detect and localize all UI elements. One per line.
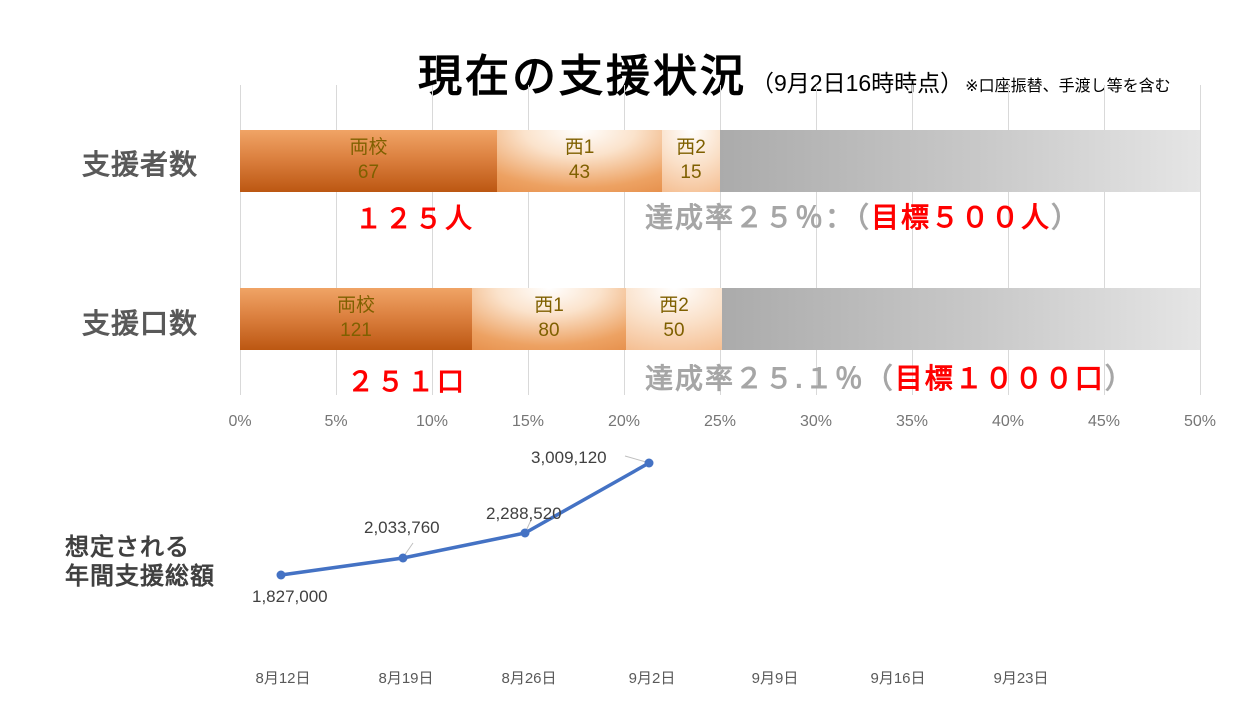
x-axis-tick: 25% (703, 413, 737, 430)
line-chart-plot (276, 455, 654, 580)
chart-title-row: 現在の支援状況 （9月2日16時時点） ※口座振替、手渡し等を含む (418, 40, 1171, 104)
bar-segment-remainder (720, 130, 1200, 192)
achievement-suffix: ） (1051, 202, 1082, 233)
gridline (432, 85, 433, 395)
x-axis-tick: 45% (1087, 413, 1121, 430)
x-axis-tick: 50% (1183, 413, 1217, 430)
line-chart-title-line1: 想定される (65, 534, 190, 561)
line-chart-title-line2: 年間支援総額 (65, 562, 215, 590)
segment-value: 50 (663, 320, 685, 341)
bar-segment-ryoko: 両校 67 (240, 130, 497, 192)
date-axis-tick: 9月16日 (870, 670, 926, 687)
achievement-supporters: 達成率２５％：（目標５００人） (645, 196, 1081, 236)
data-label: 2,288,520 (486, 504, 562, 523)
gridline (720, 85, 721, 395)
segment-name: 西2 (676, 137, 706, 159)
total-supporters: １２５人 (355, 204, 475, 234)
date-axis-tick: 8月12日 (255, 670, 311, 687)
bar-units: 両校 121 西1 80 西2 50 (240, 288, 1200, 350)
segment-value: 80 (538, 320, 560, 341)
gridline (624, 85, 625, 395)
segment-value: 15 (680, 162, 702, 183)
total-units: ２５１口 (347, 367, 467, 397)
title-note: ※口座振替、手渡し等を含む (965, 78, 1171, 95)
segment-name: 西1 (534, 295, 564, 317)
date-axis-tick: 8月26日 (501, 670, 557, 687)
segment-name: 両校 (336, 295, 375, 317)
x-axis-tick: 10% (415, 413, 449, 430)
achievement-suffix: ） (1104, 363, 1135, 394)
date-axis-tick: 8月19日 (378, 670, 434, 687)
label-leader-line (624, 455, 647, 463)
achievement-prefix: 達成率２５.１％（ (645, 363, 895, 394)
x-axis-tick: 0% (228, 413, 252, 430)
bar-row-label-supporters: 支援者数 (82, 149, 199, 180)
bar-segment-nishi1: 西1 80 (472, 288, 626, 350)
bar-segment-nishi2: 西2 50 (626, 288, 722, 350)
gridline (1008, 85, 1009, 395)
page-title: 現在の支援状況 (418, 52, 747, 101)
data-label: 3,009,120 (531, 448, 607, 467)
x-axis-tick: 15% (511, 413, 545, 430)
date-axis-tick: 9月2日 (628, 670, 676, 687)
gridline (1104, 85, 1105, 395)
bar-supporters: 両校 67 西1 43 西2 15 (240, 130, 1200, 192)
data-label: 2,033,760 (364, 518, 440, 537)
x-axis-tick: 20% (607, 413, 641, 430)
achievement-units: 達成率２５.１％（目標１０００口） (645, 357, 1135, 397)
segment-name: 西1 (564, 137, 595, 159)
x-axis-tick: 30% (799, 413, 833, 430)
x-axis-tick: 35% (895, 413, 929, 430)
gridline (528, 85, 529, 395)
segment-name: 両校 (349, 137, 388, 159)
bar-segment-nishi2: 西2 15 (662, 130, 720, 192)
gridline (816, 85, 817, 395)
x-axis-tick: 5% (324, 413, 348, 430)
achievement-goal: 目標１０００口 (894, 363, 1105, 394)
data-point-marker (276, 570, 286, 580)
data-label: 1,827,000 (252, 587, 328, 606)
title-timestamp: （9月2日16時時点） (751, 70, 964, 96)
line-chart-title: 想定される 年間支援総額 (65, 534, 215, 592)
gridline (240, 85, 241, 395)
data-point-marker (644, 458, 654, 468)
gridline (336, 85, 337, 395)
achievement-goal: 目標５００人 (871, 202, 1052, 233)
bar-segment-remainder (722, 288, 1200, 350)
segment-value: 121 (340, 320, 372, 341)
x-axis-tick: 40% (991, 413, 1025, 430)
data-point-marker (520, 528, 530, 538)
date-axis-tick: 9月23日 (993, 670, 1049, 687)
achievement-prefix: 達成率２５％：（ (645, 202, 872, 233)
data-point-marker (398, 553, 408, 563)
segment-name: 西2 (659, 295, 689, 317)
gridline (1200, 85, 1201, 395)
date-axis-tick: 9月9日 (751, 670, 799, 687)
bar-row-label-units: 支援口数 (82, 308, 199, 339)
label-leader-line (403, 542, 414, 557)
trend-line (279, 461, 651, 577)
gridline (912, 85, 913, 395)
bar-segment-nishi1: 西1 43 (497, 130, 662, 192)
segment-value: 43 (568, 162, 591, 183)
bar-segment-ryoko: 両校 121 (240, 288, 472, 350)
segment-value: 67 (357, 162, 380, 183)
